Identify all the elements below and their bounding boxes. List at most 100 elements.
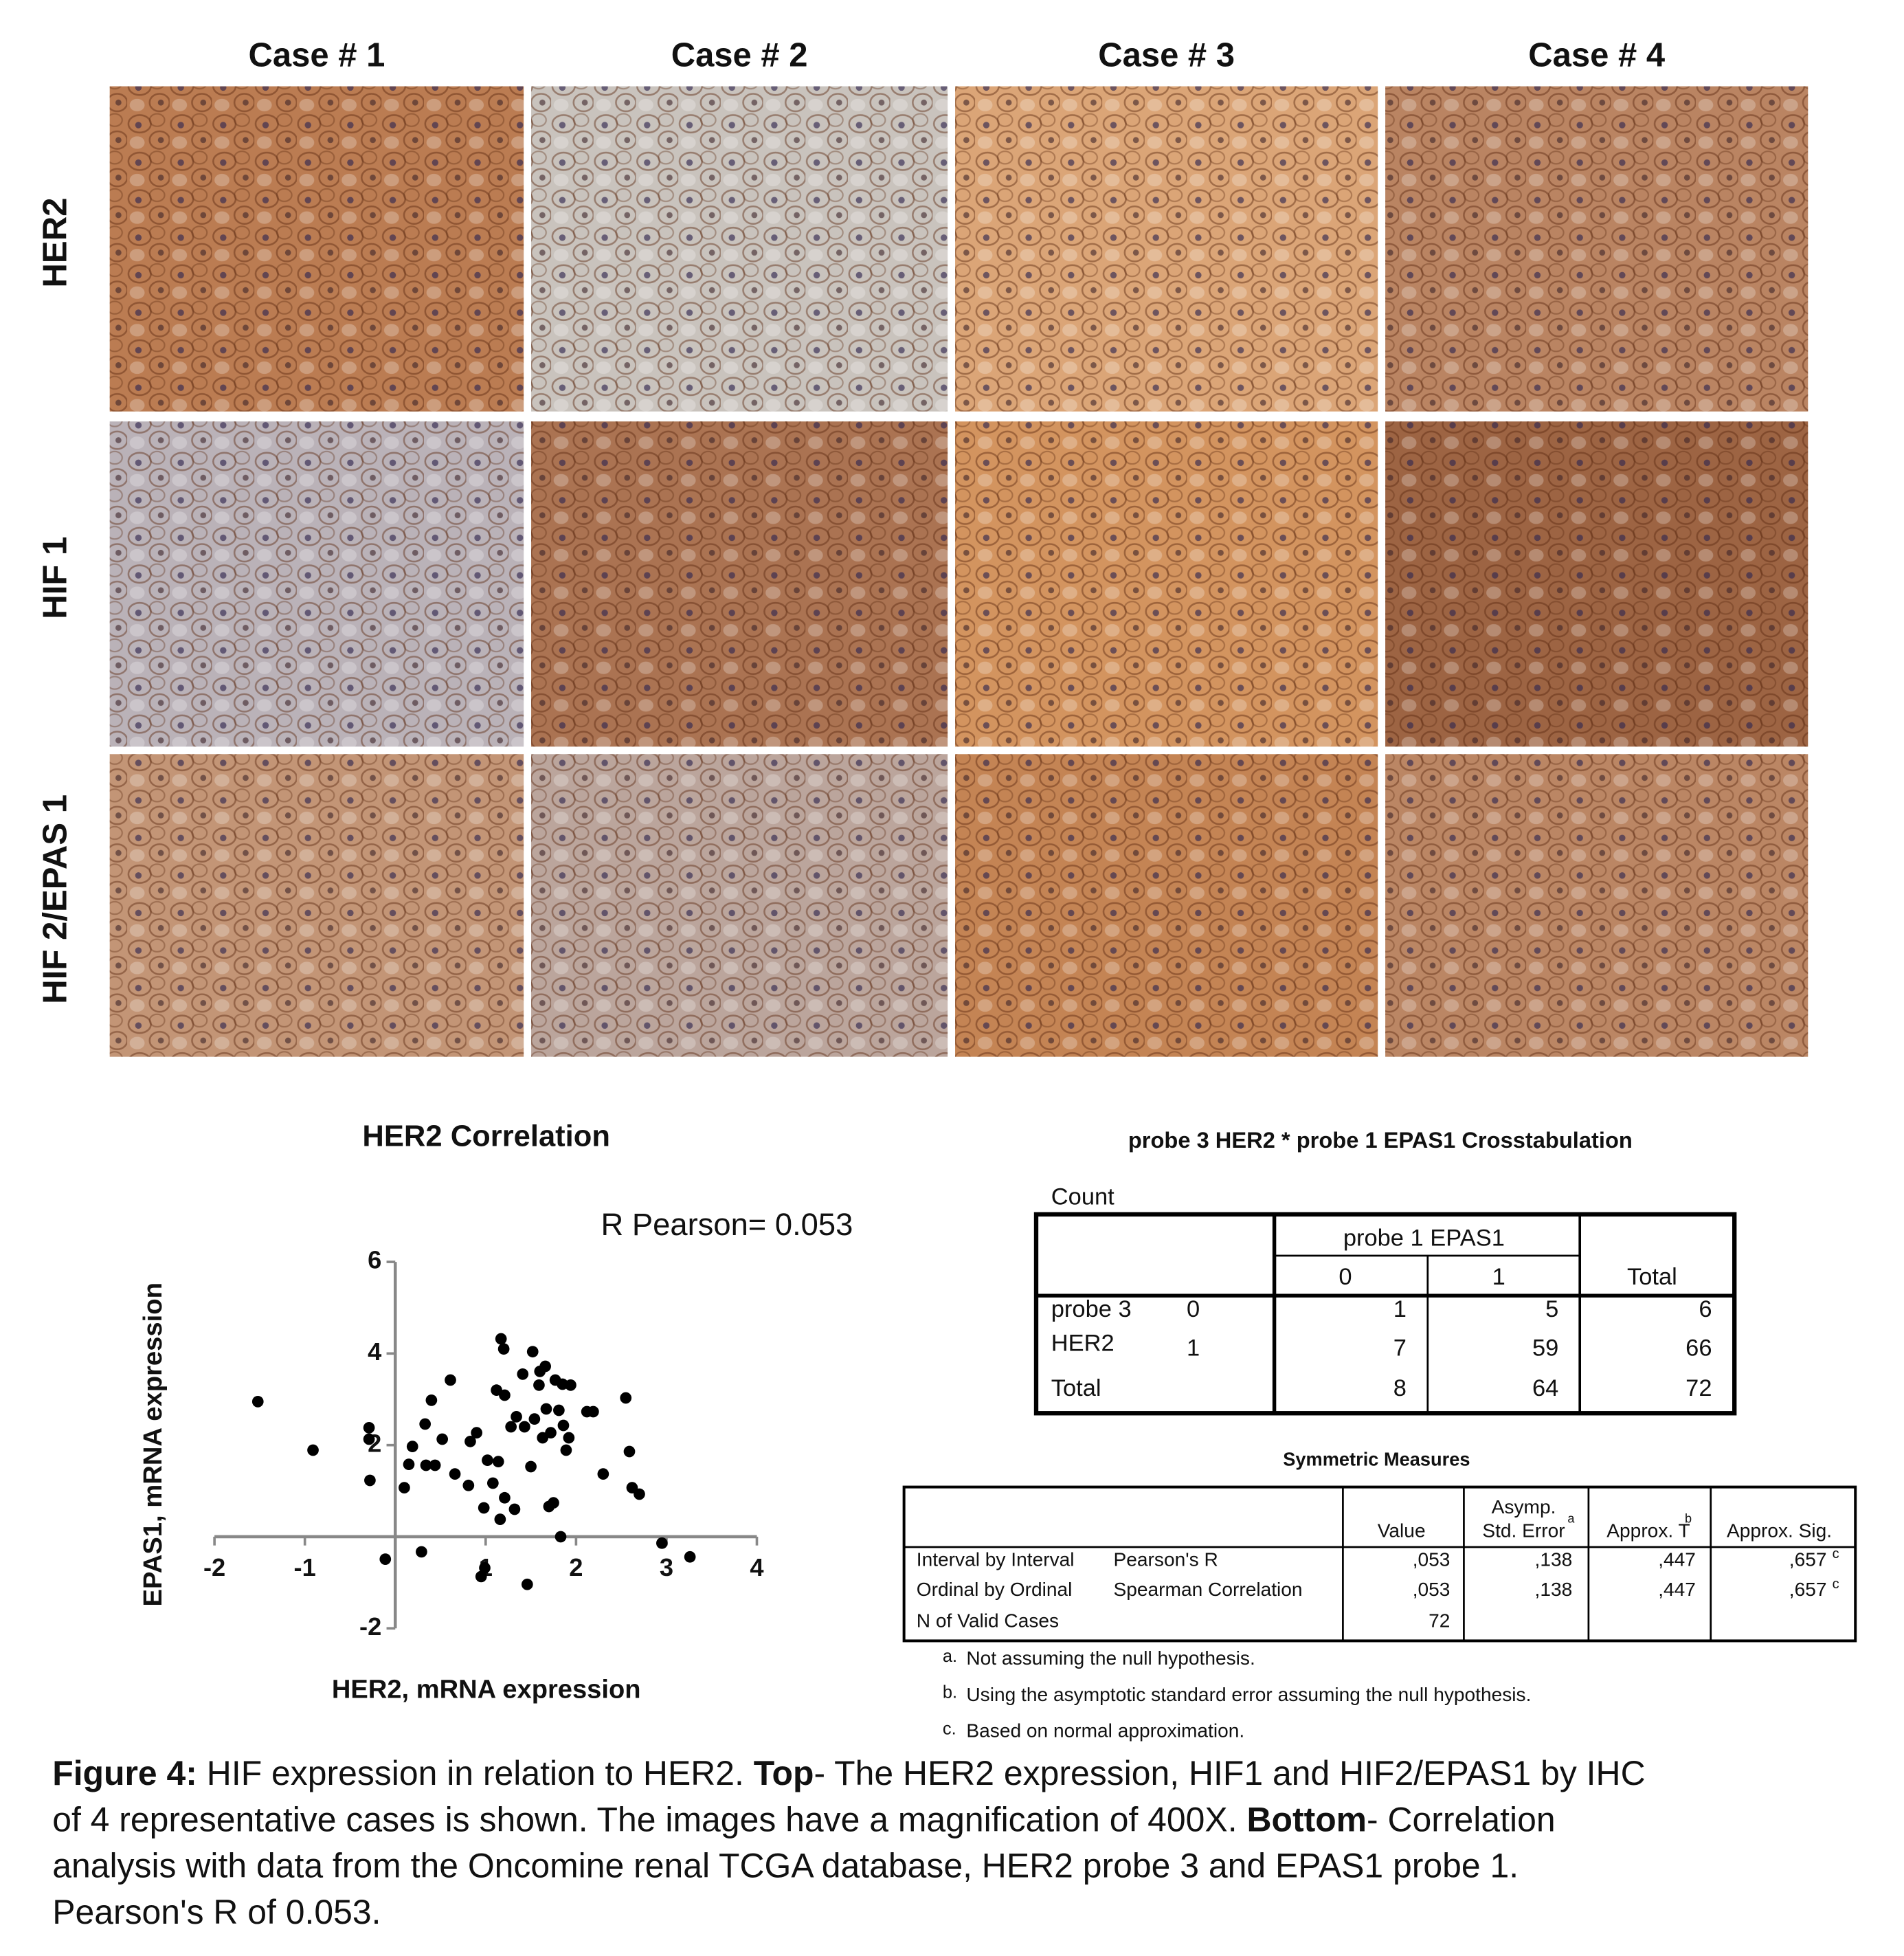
annotation: R Pearson= 0.053 [601,1207,853,1242]
caption-text: Pearson's R of 0.053. [52,1893,381,1931]
column-header: Approx. T [1606,1520,1690,1542]
point [425,1394,438,1406]
point [560,1444,572,1456]
micrograph-texture [109,421,524,747]
cell: ,657 [1789,1579,1827,1600]
point [511,1410,522,1423]
point [553,1404,565,1416]
y-tick-label: 6 [368,1246,381,1274]
table-title: Symmetric Measures [1283,1449,1470,1470]
caption-bold: Top [754,1754,814,1792]
point [429,1459,441,1471]
point [557,1419,570,1432]
point [471,1427,483,1439]
caption-line: analysis with data from the Oncomine ren… [52,1847,1519,1885]
column-header: Approx. Sig. [1727,1520,1832,1542]
point [656,1537,668,1549]
micrograph-texture [955,421,1378,747]
micrograph-texture [531,754,948,1057]
cell: ,447 [1658,1579,1696,1600]
point [521,1578,533,1590]
micrograph-texture [109,754,524,1057]
row-group: Interval by Interval [917,1548,1075,1570]
row-label: Total [1051,1375,1101,1401]
column-header: Case # 2 [671,37,808,74]
point [563,1432,575,1444]
footnote-mark: a. [943,1647,957,1666]
cell: 8 [1393,1375,1407,1401]
cell: 5 [1545,1296,1558,1322]
point [492,1456,504,1468]
cell: 64 [1532,1375,1558,1401]
caption-text: analysis with data from the Oncomine ren… [52,1847,1519,1885]
point [462,1479,475,1491]
point [479,1562,491,1574]
y-axis-label: EPAS1, mRNA expression [138,1282,168,1606]
point [528,1413,541,1425]
point [519,1421,530,1433]
row-label: HIF 2/EPAS 1 [36,794,74,1004]
x-axis-label: HER2, mRNA expression [332,1674,641,1704]
cell: ,053 [1413,1579,1451,1600]
point [587,1405,599,1418]
caption: Figure 4: HIF expression in relation to … [52,1754,1645,1931]
point [379,1553,392,1565]
footnote-ref: c [1833,1546,1839,1562]
cell: 72 [1685,1375,1712,1401]
cell: ,053 [1413,1548,1451,1570]
point [620,1392,632,1404]
x-tick-label: -2 [203,1553,225,1581]
point [505,1421,517,1433]
footnote-ref: a [1567,1512,1575,1526]
point [494,1513,506,1525]
symmetric-measures-table: Symmetric Measures Value Asymp.Std. Error… [902,1449,1857,1742]
caption-text: HIF expression in relation to HER2. [197,1754,754,1792]
column-header: Std. Error [1482,1520,1565,1542]
point [539,1360,551,1372]
caption-line: of 4 representative cases is shown. The … [52,1800,1555,1838]
column-header: 0 [1339,1264,1352,1290]
micrograph-texture [1385,86,1808,412]
caption-text: - Correlation [1367,1800,1556,1838]
point [540,1403,552,1415]
point [555,1531,567,1543]
x-tick-label: 3 [660,1553,673,1581]
caption-text: - The HER2 expression, HIF1 and HIF2/EPA… [814,1754,1646,1792]
row-group: Ordinal by Ordinal [917,1579,1073,1600]
cell: ,657 [1789,1548,1827,1570]
cell: 1 [1393,1296,1407,1322]
column-header: 1 [1492,1264,1505,1290]
caption-bold: Bottom [1246,1800,1367,1838]
cell: 6 [1699,1296,1712,1322]
point [565,1379,576,1391]
footnote: Using the asymptotic standard error assu… [966,1684,1531,1705]
column-header: Value [1378,1520,1426,1542]
caption-line: Pearson's R of 0.053. [52,1893,381,1931]
point [597,1468,609,1480]
point [526,1346,539,1358]
cell: ,447 [1658,1548,1696,1570]
x-tick-label: 4 [750,1553,764,1581]
point [436,1433,449,1445]
column-group: probe 1 EPAS1 [1343,1225,1505,1251]
point [525,1460,537,1473]
footnote: Based on normal approximation. [966,1720,1244,1742]
point [482,1454,493,1467]
point [364,1474,376,1487]
y-tick-label: -2 [359,1612,381,1641]
micrograph-texture [531,421,948,747]
cell: 66 [1685,1335,1712,1362]
table-border [902,1485,1857,1643]
point [464,1435,476,1447]
point [307,1444,319,1456]
point [548,1497,559,1509]
caption-text: of 4 representative cases is shown. The … [52,1800,1246,1838]
column-header: Case # 3 [1098,37,1235,74]
x-tick-label: 2 [569,1553,583,1581]
point [475,1570,487,1583]
point [508,1503,521,1515]
caption-bold: Figure 4: [52,1754,197,1792]
point [420,1459,432,1471]
point [499,1389,511,1401]
